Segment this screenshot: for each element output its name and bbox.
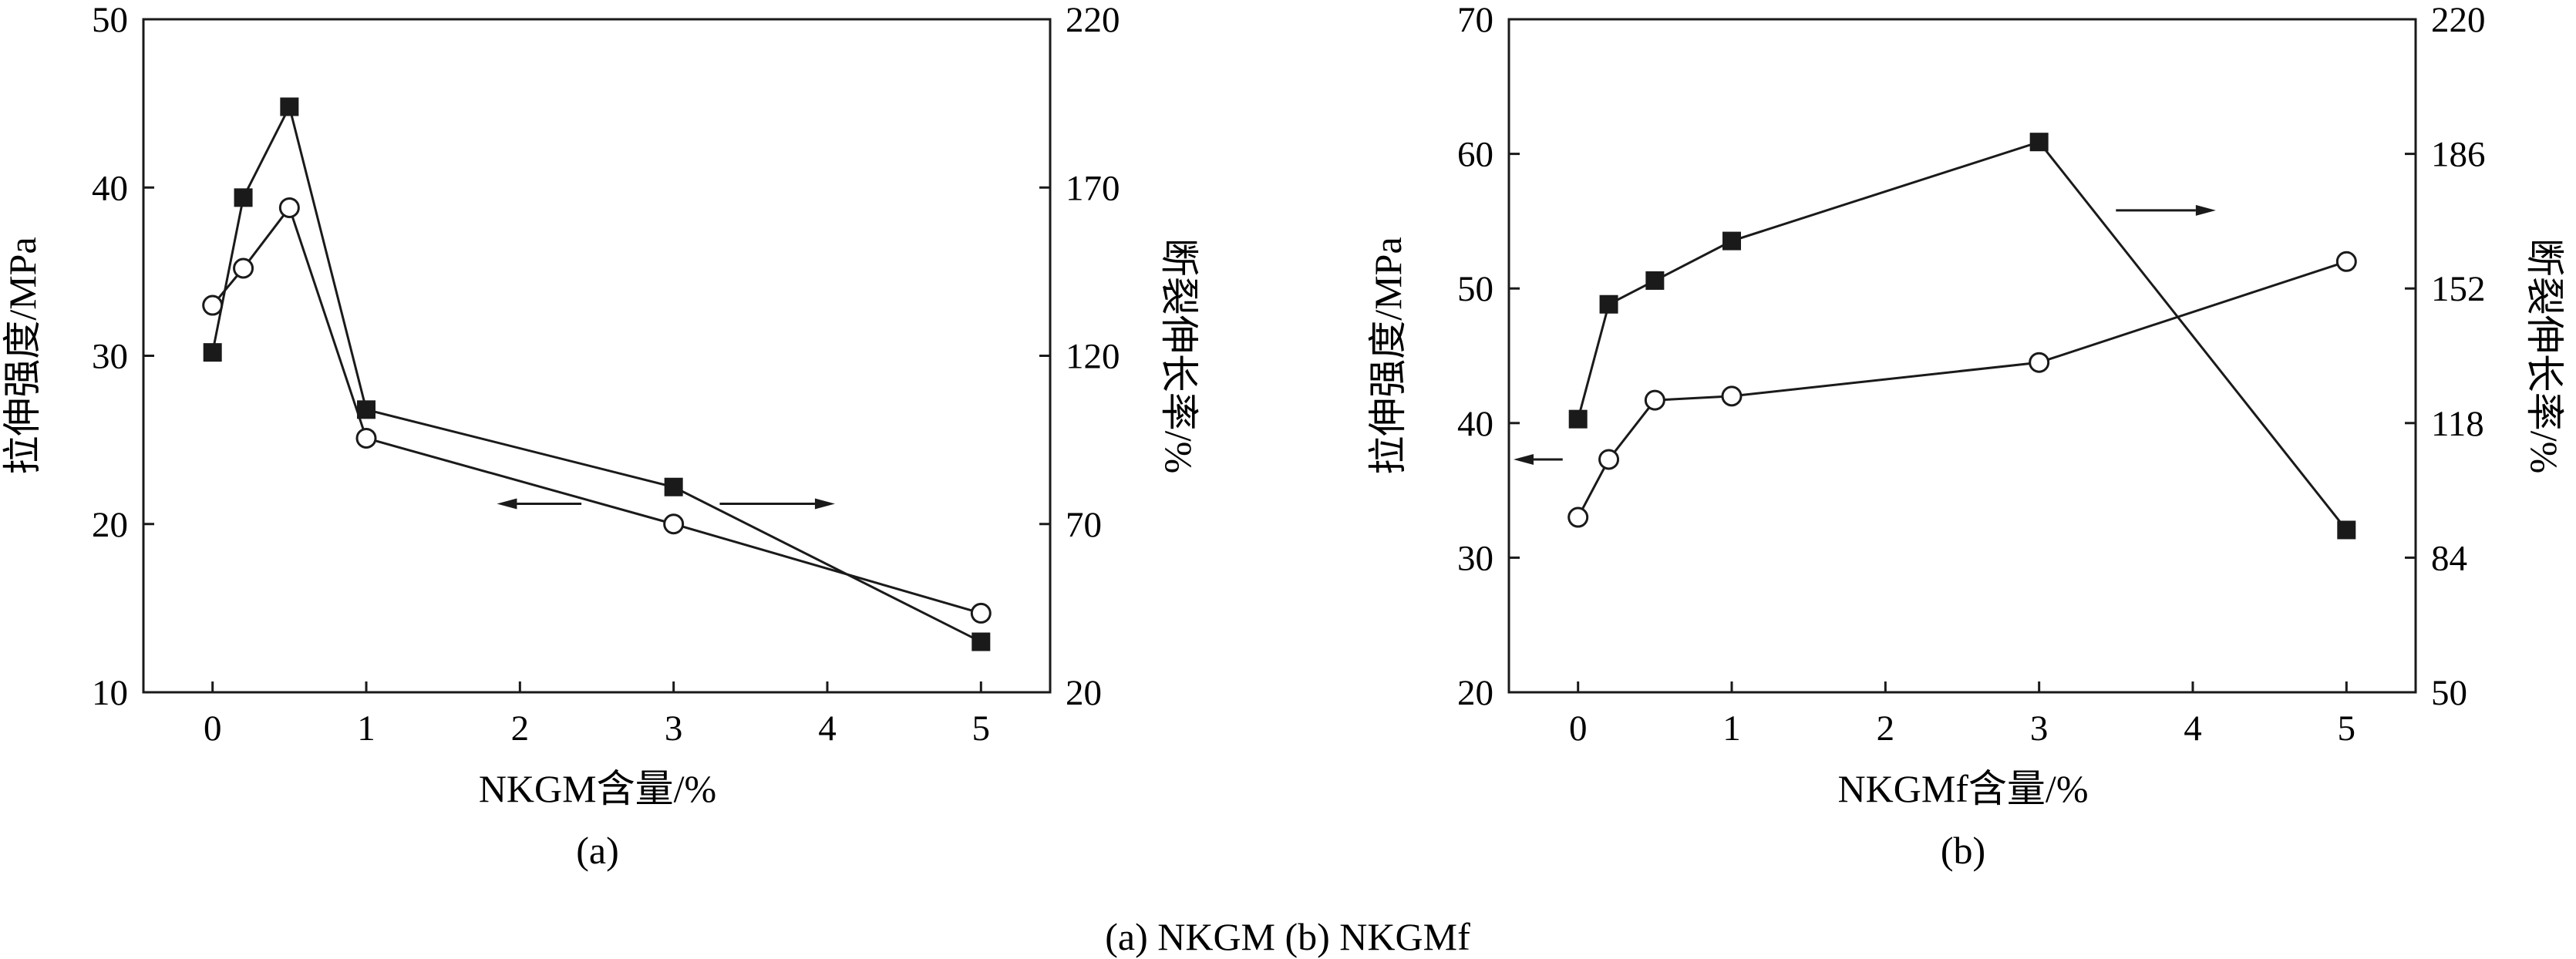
y-left-tick-label: 40 xyxy=(1457,404,1493,444)
y-right-tick-label: 84 xyxy=(2431,538,2467,578)
x-tick-label: 1 xyxy=(357,708,375,749)
arrow-left-icon xyxy=(497,498,517,510)
tensile-strength-point xyxy=(1721,385,1743,407)
tensile-strength-point xyxy=(2335,251,2357,272)
elongation-point xyxy=(280,97,299,116)
tensile-strength-point xyxy=(233,257,254,279)
elongation-line xyxy=(1577,140,2348,531)
y-right-tick-label: 120 xyxy=(1066,337,1120,377)
elongation-point xyxy=(1568,409,1588,429)
x-axis-title: NKGMf含量/% xyxy=(1838,767,2089,810)
x-tick-label: 3 xyxy=(665,708,683,749)
arrow-right-icon xyxy=(814,498,835,510)
y-right-tick-label: 50 xyxy=(2431,673,2467,713)
elongation-point xyxy=(1722,231,1742,251)
y-right-tick-label: 170 xyxy=(1066,168,1120,208)
y-left-tick-label: 10 xyxy=(92,673,128,713)
y-right-tick-label: 118 xyxy=(2431,404,2484,444)
y-left-tick-label: 30 xyxy=(92,337,128,377)
y-left-tick-label: 60 xyxy=(1457,135,1493,175)
y-left-axis-title: 拉伸强度/MPa xyxy=(1366,237,1409,474)
elongation-point xyxy=(971,632,991,651)
y-right-tick-label: 70 xyxy=(1066,505,1102,545)
panel-label: (b) xyxy=(1941,829,1985,872)
y-left-axis-title: 拉伸强度/MPa xyxy=(1,237,44,474)
tensile-strength-point xyxy=(970,602,992,624)
tensile-strength-point xyxy=(1644,389,1665,411)
panel-label: (a) xyxy=(576,829,619,872)
elongation-point xyxy=(234,188,253,207)
elongation-point xyxy=(203,343,222,362)
x-axis-title: NKGM含量/% xyxy=(479,767,716,810)
elongation-point xyxy=(2029,133,2049,152)
tensile-strength-line xyxy=(1577,260,2347,518)
tensile-strength-point xyxy=(2029,352,2050,373)
x-tick-label: 4 xyxy=(818,708,837,749)
arrow-left-icon xyxy=(1513,453,1534,465)
y-right-tick-label: 152 xyxy=(2431,269,2486,309)
tensile-strength-point xyxy=(355,427,377,449)
tensile-strength-point xyxy=(1598,449,1620,470)
x-tick-label: 2 xyxy=(511,708,530,749)
tensile-strength-point xyxy=(1567,506,1589,528)
arrow-right-icon xyxy=(2195,204,2216,216)
y-right-axis-title: 断裂伸长率/% xyxy=(2523,238,2566,474)
y-right-axis-title: 断裂伸长率/% xyxy=(1157,238,1200,474)
y-left-tick-label: 20 xyxy=(92,505,128,545)
tensile-strength-point xyxy=(202,294,224,316)
elongation-point xyxy=(2337,520,2356,540)
x-tick-label: 0 xyxy=(1569,708,1588,749)
elongation-point xyxy=(1645,271,1665,290)
plot-frame xyxy=(142,18,1052,694)
y-left-tick-label: 70 xyxy=(1457,0,1493,40)
y-left-tick-label: 20 xyxy=(1457,673,1493,713)
plot-frame xyxy=(1507,18,2417,694)
elongation-line xyxy=(211,103,982,643)
x-tick-label: 4 xyxy=(2184,708,2202,749)
panel-a: 0 1 2 3 4 5 10 20 30 40 50 20 70 120 170 220 NKGM含量/% 拉伸强… xyxy=(1,0,1200,872)
x-tick-label: 5 xyxy=(2338,708,2356,749)
elongation-point xyxy=(1599,294,1618,314)
elongation-point xyxy=(664,477,683,496)
y-left-tick-label: 40 xyxy=(92,168,128,208)
tensile-strength-point xyxy=(663,513,685,535)
x-tick-label: 3 xyxy=(2030,708,2049,749)
tensile-strength-point xyxy=(278,197,300,218)
panel-b: 0 1 2 3 4 5 20 30 40 50 60 70 50 84 118 152 186 220 NKGMf含… xyxy=(1366,0,2566,872)
y-left-tick-label: 50 xyxy=(1457,269,1493,309)
tensile-strength-line xyxy=(211,205,982,614)
y-left-tick-label: 50 xyxy=(92,0,128,40)
y-left-tick-label: 30 xyxy=(1457,538,1493,578)
y-right-tick-label: 220 xyxy=(2431,0,2486,40)
x-tick-label: 5 xyxy=(972,708,991,749)
x-tick-label: 2 xyxy=(1877,708,1895,749)
elongation-point xyxy=(357,400,376,419)
x-tick-label: 0 xyxy=(204,708,222,749)
figure-caption: (a) NKGM (b) NKGMf xyxy=(1105,915,1470,958)
y-right-tick-label: 20 xyxy=(1066,673,1102,713)
y-right-tick-label: 220 xyxy=(1066,0,1120,40)
y-right-tick-label: 186 xyxy=(2431,135,2486,175)
x-tick-label: 1 xyxy=(1722,708,1741,749)
